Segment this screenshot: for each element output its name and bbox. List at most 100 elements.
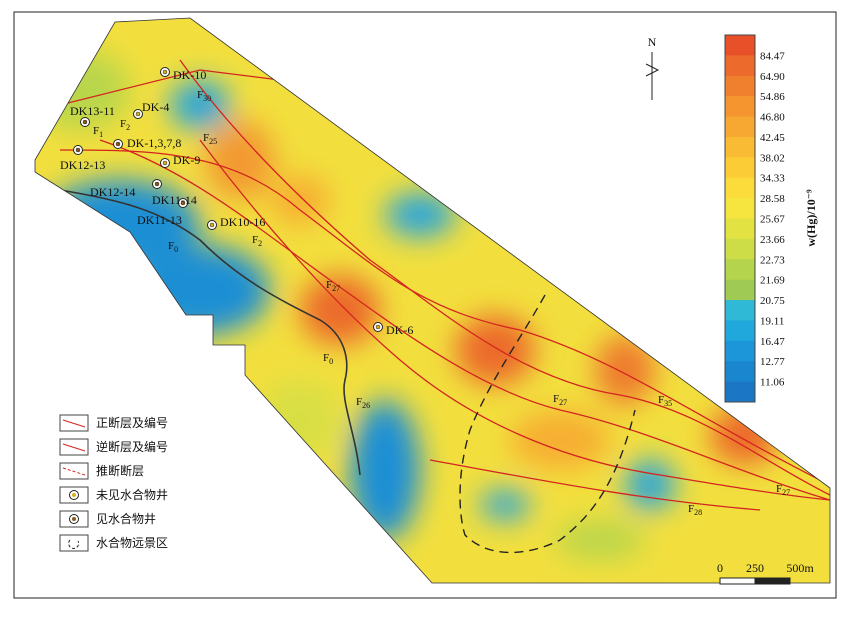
color-block (725, 177, 755, 199)
fault-number: 0 (174, 245, 178, 254)
fault-number: 27 (559, 398, 567, 407)
fault-letter: F (553, 393, 559, 405)
legend-line (62, 419, 86, 428)
legend-well-dot (72, 493, 76, 497)
fault-label: F30 (197, 89, 211, 103)
legend-label: 水合物远景区 (96, 535, 168, 550)
legend-area (68, 539, 80, 549)
legend-line (62, 467, 86, 476)
fault-letter: F (168, 240, 174, 252)
colorbar-label: 42.45 (760, 132, 785, 144)
fault-letter: F (688, 503, 694, 515)
colorbar-label: 19.11 (760, 315, 784, 327)
colorbar-label: 16.47 (760, 336, 785, 348)
legend-label: 正断层及编号 (96, 415, 168, 430)
color-block (725, 96, 755, 118)
well-label: DK10-16 (220, 215, 265, 229)
fault-label: F0 (168, 240, 178, 254)
colorbar-label: 22.73 (760, 254, 785, 266)
fault-letter: F (776, 483, 782, 495)
colorbar-label: 25.67 (760, 214, 785, 226)
north-arrow: N (645, 35, 660, 100)
well-dot (375, 324, 381, 330)
color-block (725, 238, 755, 260)
well-dot (154, 181, 160, 187)
colorbar-label: 38.02 (760, 152, 785, 164)
color-block (725, 55, 755, 77)
fault-number: 2 (126, 123, 130, 132)
fault-number: 26 (362, 401, 370, 410)
color-block (725, 381, 755, 403)
legend-line (62, 443, 86, 452)
fault-number: 30 (203, 94, 211, 103)
fault-label: F2 (252, 234, 262, 248)
fault-label: F25 (203, 132, 217, 146)
color-block (725, 35, 755, 56)
fault-number: 35 (664, 399, 672, 408)
color-block (725, 320, 755, 342)
well-label: DK12-14 (90, 185, 135, 199)
well-dot (162, 69, 168, 75)
well-label: DK11-13 (137, 213, 182, 227)
fault-letter: F (323, 352, 329, 364)
color-block (725, 218, 755, 240)
well-dot (209, 222, 215, 228)
scale-bar: 0 250 500m (717, 561, 814, 585)
fault-letter: F (252, 234, 258, 246)
color-block (725, 157, 755, 179)
legend-label: 见水合物井 (96, 511, 156, 526)
fault-letter: F (120, 118, 126, 130)
well-label: DK-4 (142, 100, 169, 114)
well-label: DK-6 (386, 323, 413, 337)
legend-key (59, 534, 89, 552)
well-dot (180, 200, 186, 206)
scale-label: 0 (717, 561, 723, 575)
fault-label: F1 (93, 125, 103, 139)
well-label: DK-1,3,7,8 (127, 136, 181, 150)
fault-label: F27 (553, 393, 567, 407)
fault-label: F0 (323, 352, 333, 366)
fault-letter: F (93, 125, 99, 137)
fault-letter: F (356, 396, 362, 408)
legend-label: 未见水合物井 (96, 487, 168, 502)
legend-label: 推断断层 (96, 463, 144, 478)
fault-number: 1 (99, 130, 103, 139)
fault-letter: F (326, 279, 332, 291)
legend-label: 逆断层及编号 (96, 439, 168, 454)
colorbar-title: w(Hg)/10⁻⁹ (804, 189, 818, 247)
fault-label: F35 (658, 394, 672, 408)
color-block (725, 340, 755, 362)
fault-letter: F (197, 89, 203, 101)
colorbar-label: 64.90 (760, 71, 785, 83)
well-dot (82, 119, 88, 125)
fault-label: F2 (120, 118, 130, 132)
color-block (725, 279, 755, 301)
well-dot (162, 160, 168, 166)
fault-letter: F (658, 394, 664, 406)
color-block (725, 259, 755, 281)
color-block (725, 300, 755, 321)
well-label: DK12-13 (60, 158, 105, 172)
fault-label: F27 (776, 483, 790, 497)
scale-label: 250 (746, 561, 764, 575)
well-label: DK11-14 (152, 193, 197, 207)
colorbar-label: 46.80 (760, 112, 785, 124)
frame (13, 11, 837, 599)
fault-label: F27 (326, 279, 340, 293)
fault-letter: F (203, 132, 209, 144)
fault-number: 0 (329, 357, 333, 366)
colorbar-label: 20.75 (760, 295, 785, 307)
well-label: DK-10 (173, 68, 206, 82)
fault-label: F28 (688, 503, 702, 517)
color-block (725, 136, 755, 158)
fault-number: 2 (258, 239, 262, 248)
colorbar-label: 54.86 (760, 91, 785, 103)
color-block (725, 75, 755, 97)
color-block (725, 116, 755, 138)
colorbar-label: 11.06 (760, 377, 785, 389)
legend-well-dot (72, 517, 76, 521)
colorbar-label: 12.77 (760, 356, 785, 368)
survey-boundary (34, 17, 831, 584)
well-dot (115, 141, 121, 147)
fault-label: F26 (356, 396, 370, 410)
